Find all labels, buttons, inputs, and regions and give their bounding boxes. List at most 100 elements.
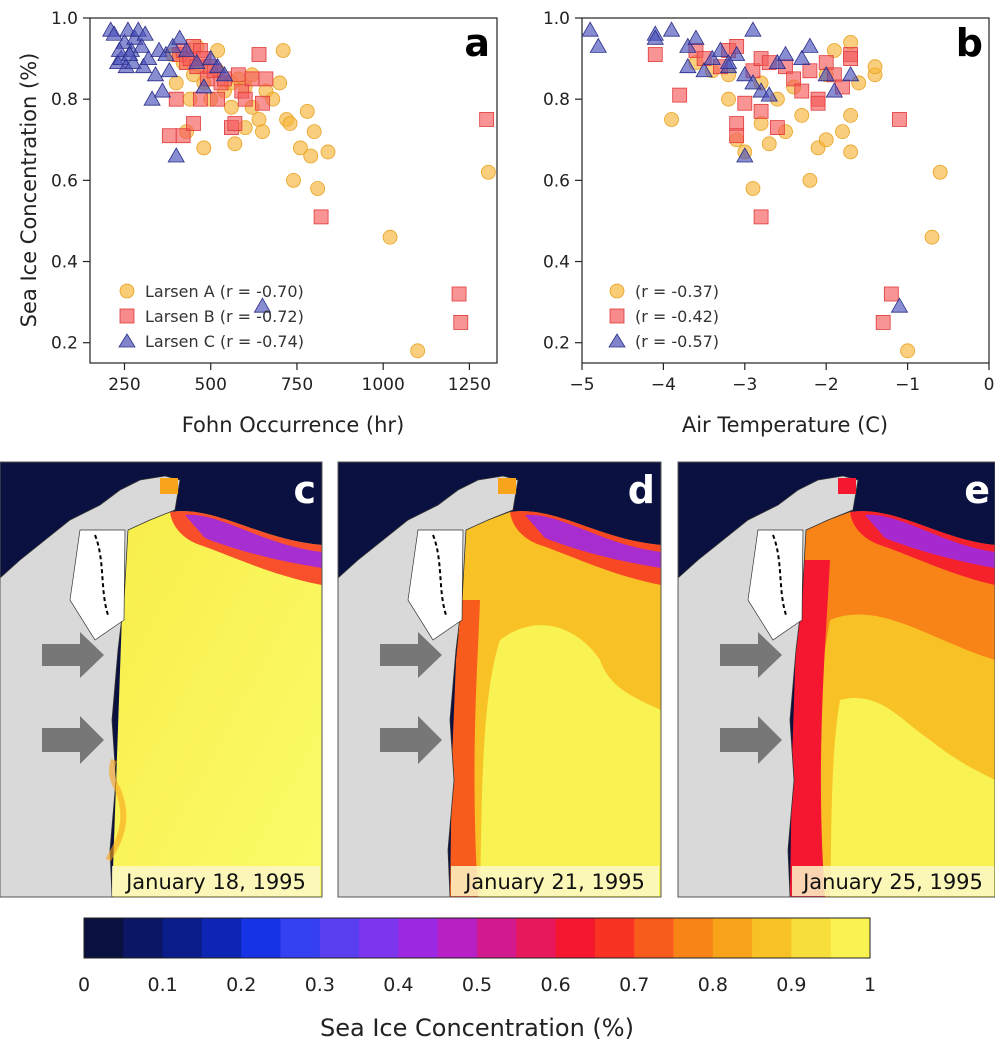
xtick-label-a-4: 1250 [448, 375, 491, 395]
point-a-s0-31 [196, 140, 212, 156]
arrow-upper-c [42, 632, 104, 678]
points-a [102, 21, 496, 359]
xtick-label-a-2: 750 [281, 375, 313, 395]
point-b-s2-10 [711, 41, 730, 57]
scatter-panel-a: 250 500 750 1000 1250 0.2 0.4 0.6 0.8 1.0 a Fohn … [17, 9, 498, 437]
map-orange-patch-d [498, 478, 516, 494]
colorbar-tick-0: 0 [78, 974, 90, 996]
xtick-label-b-5: 0 [984, 375, 995, 395]
point-a-s2-25 [188, 53, 206, 70]
point-b-s1-25 [875, 315, 891, 330]
point-a-s2-13 [136, 25, 154, 41]
point-b-s0-15 [818, 132, 834, 148]
panel-letter-c: c [293, 468, 316, 512]
xtick-label-a-0: 250 [108, 375, 140, 395]
point-a-s1-30 [186, 116, 201, 131]
colorbar-tick-6: 0.6 [540, 974, 570, 996]
point-b-s0-28 [721, 91, 736, 107]
point-b-s1-24 [843, 51, 859, 66]
arrow-lower-e [720, 716, 782, 764]
point-b-s2-22 [817, 66, 835, 82]
point-a-s2-20 [160, 61, 179, 78]
legend-text-b-2: (r = -0.42) [635, 307, 719, 326]
point-a-s2-23 [170, 29, 189, 45]
point-a-s2-26 [195, 78, 213, 94]
point-a-s0-13 [255, 124, 270, 140]
point-b-s0-23 [900, 343, 915, 359]
ticks-a: 250 500 750 1000 1250 0.2 0.4 0.6 0.8 1.0 [51, 9, 491, 395]
x-axis-label-b: Air Temperature (C) [682, 413, 888, 437]
point-a-s1-13 [210, 91, 226, 107]
point-b-s2-20 [793, 49, 811, 65]
xtick-label-b-4: −1 [895, 375, 920, 395]
colorbar-ticks: 0 0.1 0.2 0.3 0.4 0.5 0.6 0.7 0.8 0.9 1 [78, 974, 876, 996]
map-land-d [337, 475, 519, 898]
point-b-s1-11 [753, 209, 769, 225]
point-a-s0-22 [299, 103, 315, 119]
date-box-d [451, 866, 659, 896]
legend-text-b-3: (r = -0.57) [635, 332, 719, 351]
arrow-upper-d [380, 632, 442, 678]
point-a-s2-28 [208, 57, 227, 74]
point-b-s1-17 [802, 63, 818, 79]
point-b-s0-13 [802, 172, 818, 188]
y-axis-label-a: Sea Ice Concentration (%) [17, 53, 41, 328]
point-b-s2-26 [719, 53, 738, 70]
colorbar-cell-19 [830, 918, 871, 958]
colorbar-cell-18 [791, 918, 832, 958]
map-coast-edge-c [105, 758, 127, 862]
point-b-s0-18 [843, 144, 859, 160]
xtick-label-b-2: −3 [732, 375, 757, 395]
xtick-label-a-1: 500 [194, 375, 226, 395]
scatter-panel-b: −5 −4 −3 −2 −1 0 0.2 0.4 0.6 0.8 1.0 b Air Tempera… [543, 9, 994, 437]
ytick-label-a-1: 0.4 [51, 253, 78, 273]
point-a-s0-28 [410, 343, 426, 359]
ytick-label-b-4: 1.0 [543, 9, 570, 29]
colorbar: 0 0.1 0.2 0.3 0.4 0.5 0.6 0.7 0.8 0.9 1 Sea Ice Co… [78, 917, 876, 1042]
date-label-e: January 25, 1995 [801, 870, 983, 894]
ytick-label-b-0: 0.2 [543, 334, 570, 354]
point-a-s0-20 [286, 172, 301, 188]
point-a-s1-20 [237, 91, 253, 107]
point-a-s2-31 [110, 41, 129, 57]
map-frame-c [0, 461, 323, 898]
map-ice-shelf-d [407, 529, 464, 641]
colorbar-label: Sea Ice Concentration (%) [320, 1014, 634, 1042]
point-a-s1-1 [168, 91, 184, 107]
point-b-s0-19 [843, 108, 859, 123]
point-a-s1-18 [230, 67, 246, 83]
point-a-s2-14 [139, 49, 158, 65]
point-b-s2-9 [703, 49, 721, 65]
ticks-b: −5 −4 −3 −2 −1 0 0.2 0.4 0.6 0.8 1.0 [543, 9, 994, 395]
point-a-s0-32 [227, 136, 243, 152]
legend-b: (r = -0.37) (r = -0.42) (r = -0.57) [608, 282, 719, 351]
point-b-s1-16 [794, 83, 810, 99]
point-b-s2-21 [801, 37, 819, 53]
colorbar-frame [83, 917, 871, 959]
point-a-s2-32 [120, 45, 139, 61]
map-ice-coast-d [450, 600, 480, 897]
point-b-s2-13 [736, 66, 754, 82]
map-ice-center-e [830, 698, 995, 897]
point-a-s2-27 [202, 49, 220, 65]
point-b-s2-0 [581, 21, 599, 37]
point-b-s0-22 [867, 59, 883, 75]
colorbar-cell-6 [319, 918, 360, 958]
point-a-s2-18 [153, 82, 172, 98]
xtick-label-a-3: 1000 [362, 375, 405, 395]
point-a-s0-25 [310, 181, 326, 196]
date-box-e [792, 866, 994, 896]
panel-letter-a: a [464, 21, 490, 65]
arrow-lower-d [380, 716, 442, 764]
point-a-s2-21 [164, 37, 182, 53]
map-boundary-c [94, 534, 109, 616]
ytick-label-b-1: 0.4 [543, 253, 570, 273]
map-frame-e [677, 461, 995, 898]
colorbar-cells [84, 918, 871, 958]
point-b-s1-29 [753, 103, 769, 119]
colorbar-cell-10 [477, 918, 517, 958]
point-a-s1-17 [227, 116, 243, 131]
point-b-s2-7 [687, 29, 705, 45]
colorbar-cell-8 [398, 918, 439, 958]
point-a-s2-19 [157, 45, 175, 61]
